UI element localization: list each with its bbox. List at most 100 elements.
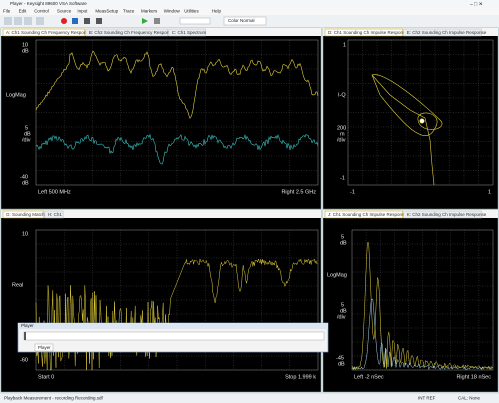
tab[interactable] — [2, 28, 86, 37]
plot-border — [35, 229, 319, 371]
axis-label: 1 — [343, 42, 346, 48]
tab[interactable] — [44, 210, 64, 219]
x-stop-label: Right 18 nSec — [456, 374, 491, 380]
axis-label: /div — [337, 314, 346, 320]
axis-label: 5 — [25, 125, 28, 131]
tab[interactable] — [324, 210, 403, 219]
player-slider-thumb[interactable] — [24, 332, 26, 340]
menu-item[interactable]: MeasSetup — [95, 9, 118, 14]
tab[interactable] — [403, 28, 482, 37]
window-controls[interactable]: – □ ✕ — [470, 1, 483, 7]
panel: J: Ch1 Sounding Ch Impulse Response K: Ch… — [322, 209, 499, 393]
tab-label: C: Ch1 Spectrum — [172, 30, 207, 35]
axis-label: 5 — [341, 234, 344, 240]
tab[interactable] — [403, 210, 482, 219]
axis-label: Real — [12, 282, 23, 288]
player-tab-label: Player — [38, 345, 51, 350]
x-start-label: -1 — [350, 189, 355, 195]
trace — [371, 74, 443, 136]
axis-label: -1 — [340, 175, 345, 181]
tab-strip — [1, 210, 321, 218]
axis-label: 10 — [22, 42, 28, 48]
panel-frame — [322, 27, 499, 210]
status-bar — [0, 394, 499, 403]
axis-label: dB — [24, 131, 31, 137]
status-message: Playback Measurement - recording Recordi… — [4, 396, 104, 401]
menu-item[interactable]: Window — [164, 9, 181, 14]
trace — [35, 50, 319, 119]
axis-label: dB — [22, 48, 29, 54]
axis-label: 200 — [337, 125, 346, 131]
tab-label: H: Ch1 — [48, 212, 63, 217]
toolbar-buttons[interactable] — [4, 17, 211, 25]
tab-label: E: Ch2 Sounding Ch Impulse Response — [407, 30, 487, 35]
trace — [351, 241, 494, 371]
trace — [351, 298, 493, 371]
tab-label: D: Ch1 Sounding Ch Impulse Response — [328, 30, 408, 35]
panel-frame — [322, 209, 499, 393]
x-start-label: Left 500 MHz — [38, 189, 71, 195]
tab[interactable] — [85, 28, 168, 37]
tab-label: B: Ch2 Sounding Ch Frequency Response — [89, 30, 175, 35]
axis-label: I-Q — [338, 92, 346, 98]
axis-label: dB — [338, 361, 345, 367]
trace — [35, 258, 318, 371]
axis-label: -45 — [336, 355, 344, 361]
status-cal: CAL: None — [458, 396, 481, 401]
player-title-bar — [18, 323, 328, 329]
menu-item[interactable]: Trace — [123, 9, 135, 14]
status-ref: INT REF — [418, 396, 436, 401]
axis-label: dB — [340, 240, 347, 246]
x-stop-label: Right 2.5 GHz — [281, 189, 316, 195]
menu-item[interactable]: Markers — [141, 9, 158, 14]
color-box[interactable] — [223, 16, 267, 26]
x-start-label: Left -2 nSec — [354, 374, 384, 380]
tab[interactable] — [324, 28, 403, 37]
axis-label: LogMag — [327, 272, 347, 278]
player-slider[interactable] — [23, 331, 325, 341]
panel: G: Sounding Match H: Ch1 10 Real -60 Start 0 S… — [0, 209, 322, 393]
axis-label: dB — [340, 308, 347, 314]
x-stop-label: 1 — [488, 189, 491, 195]
axis-label: 10 — [22, 231, 28, 237]
axis-label: /div — [22, 137, 31, 143]
plot-border — [351, 229, 494, 371]
x-start-label: Start 0 — [38, 374, 54, 380]
trace — [35, 133, 319, 165]
player-tab[interactable] — [34, 343, 54, 352]
menu-bar — [0, 8, 499, 15]
player-title: Player — [21, 323, 34, 328]
menu-item[interactable]: Source — [57, 9, 72, 14]
plot-border — [35, 39, 319, 186]
tab-label: G: Sounding Match — [6, 212, 45, 217]
trace — [371, 74, 435, 186]
menu-item[interactable]: Help — [212, 9, 222, 14]
tab-label: K: Ch2 Sounding Ch Impulse Response — [407, 212, 487, 217]
tab[interactable] — [168, 28, 206, 37]
menu-item[interactable]: Control — [34, 9, 49, 14]
player-window: Player Player — [17, 322, 329, 353]
axis-label: 5 — [341, 302, 344, 308]
menu-item[interactable]: Input — [77, 9, 88, 14]
axis-label: -40 — [20, 174, 28, 180]
x-stop-label: Stop 1.999 k — [285, 374, 316, 380]
tab[interactable] — [2, 210, 45, 219]
tab-label: J: Ch1 Sounding Ch Impulse Response — [328, 212, 407, 217]
menu-item[interactable]: Edit — [19, 9, 28, 14]
axis-label: -60 — [20, 357, 28, 363]
panel-frame — [0, 209, 322, 393]
tab-label: A: Ch1 Sounding Ch Frequency Response — [6, 30, 92, 35]
axis-label: /div — [337, 137, 346, 143]
panel: A: Ch1 Sounding Ch Frequency ResponseB: … — [0, 27, 322, 210]
title-bar — [0, 0, 499, 8]
axis-label: LogMag — [6, 92, 26, 98]
menu-item[interactable]: Utilities — [184, 9, 199, 14]
axis-label: dB — [22, 180, 29, 186]
menu-item[interactable]: File — [3, 9, 11, 14]
color-box-label: Color Normal — [228, 18, 255, 23]
trace-marker — [419, 118, 425, 124]
plot-border — [347, 39, 494, 186]
